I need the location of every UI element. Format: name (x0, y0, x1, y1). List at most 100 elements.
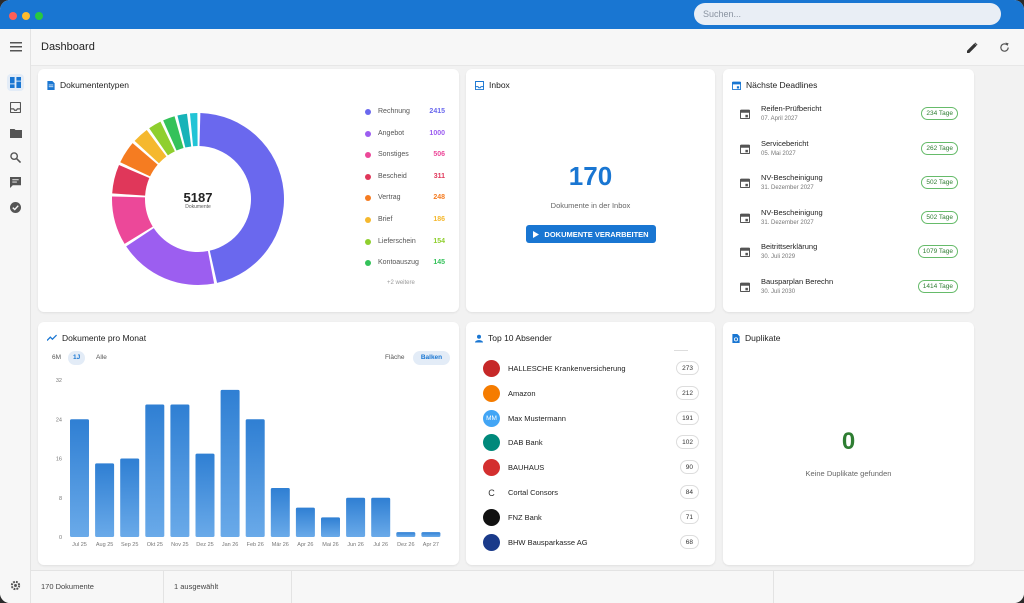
legend-item-angebot: Angebot 1000 (365, 129, 445, 141)
slice-bescheid[interactable] (112, 164, 150, 196)
refresh-icon[interactable] (997, 40, 1011, 54)
legend-value: 311 (433, 172, 445, 180)
legend-value: 506 (433, 151, 445, 159)
sender-item[interactable]: MM Max Mustermann 191 (483, 408, 699, 430)
doctypes-title-text: Dokumententypen (60, 80, 129, 90)
slice-lieferschein[interactable] (149, 121, 175, 156)
legend-dot (365, 260, 371, 267)
sender-item[interactable]: BAUHAUS 90 (483, 457, 699, 479)
check-circle-icon[interactable] (7, 199, 24, 216)
monthly-title: Dokumente pro Monat (47, 333, 146, 343)
x-tick-label: Okt 25 (147, 542, 163, 548)
bar-jul-26[interactable] (371, 497, 391, 537)
sender-item[interactable]: HALLESCHE Krankenversicherung 273 (483, 358, 699, 380)
deadline-item[interactable]: Bausparplan Berechn 30. Juli 2030 1414 Tag… (733, 275, 958, 301)
donut-center-label: Dokumente (185, 204, 211, 210)
bar-dez-26[interactable] (396, 532, 416, 537)
x-tick-label: Jan 26 (222, 542, 239, 548)
deadlines-title-text: Nächste Deadlines (746, 80, 818, 90)
process-documents-button[interactable]: DOKUMENTE VERARBEITEN (526, 225, 656, 243)
slice-more-1[interactable] (177, 113, 192, 148)
bar-aug-25[interactable] (95, 463, 115, 537)
bar-jul-25[interactable] (70, 419, 89, 537)
menu-icon[interactable] (7, 38, 24, 55)
folder-icon[interactable] (7, 124, 24, 141)
sender-count-badge: 68 (679, 534, 699, 549)
bar-sep-25[interactable] (120, 458, 140, 538)
bar-jun-26[interactable] (346, 497, 366, 537)
bar-nov-25[interactable] (170, 404, 190, 537)
slice-brief[interactable] (134, 129, 167, 164)
sender-item[interactable]: FNZ Bank 71 (483, 507, 699, 529)
more-types-link[interactable]: +2 weitere (387, 280, 415, 286)
legend-dot (365, 130, 371, 137)
deadline-item[interactable]: Reifen-Prüfbericht 07. April 2027 234 Tage (733, 102, 958, 128)
sender-item[interactable]: Amazon 212 (483, 383, 699, 405)
fnz-logo (483, 508, 500, 526)
slice-sonstiges[interactable] (112, 196, 153, 244)
bar-apr-26[interactable] (295, 507, 315, 537)
inbox-icon[interactable] (7, 99, 24, 116)
mode-tab-flaeche[interactable]: Fläche (385, 354, 405, 361)
slice-kontoauszug[interactable] (163, 116, 184, 151)
slice-vertrag[interactable] (120, 143, 158, 177)
deadline-name: NV-Bescheinigung (761, 173, 823, 182)
sender-item[interactable]: BHW Bausparkasse AG 68 (483, 532, 699, 554)
x-tick-label: Jun 26 (347, 542, 364, 548)
range-tab-6m[interactable]: 6M (52, 354, 62, 361)
range-tab-1j[interactable]: 1J (68, 351, 86, 365)
deadline-days-chip: 1414 Tage (917, 279, 958, 293)
edit-icon[interactable] (965, 40, 979, 54)
calendar-icon (732, 81, 741, 90)
maximize-window-button[interactable] (35, 12, 43, 20)
trend-icon (47, 334, 57, 341)
deadline-name: Reifen-Prüfbericht (761, 104, 822, 113)
deadline-item[interactable]: Beitrittserklärung 30. Juli 2029 1079 Tage (733, 240, 958, 266)
bar-dez-25[interactable] (195, 453, 215, 537)
chat-icon[interactable] (7, 174, 24, 191)
minimize-window-button[interactable] (22, 12, 30, 20)
sender-item[interactable]: C Cortal Consors 84 (483, 482, 699, 504)
x-tick-label: Jul 25 (72, 542, 87, 548)
deadline-item[interactable]: Servicebericht 05. Mai 2027 262 Tage (733, 137, 958, 163)
page-title: Dashboard (41, 41, 95, 53)
sender-name: FNZ Bank (508, 512, 542, 522)
search-input[interactable]: Suchen... (694, 3, 1001, 25)
legend-item-vertrag: Vertrag 248 (365, 193, 445, 205)
sender-name: Max Mustermann (508, 413, 566, 423)
y-tick-label: 24 (56, 417, 62, 423)
bar-mär-26[interactable] (270, 487, 290, 537)
close-window-button[interactable] (9, 12, 17, 20)
duplicates-title: Duplikate (732, 333, 780, 343)
bar-mai-26[interactable] (321, 517, 340, 537)
deadline-name: NV-Bescheinigung (761, 207, 823, 217)
sender-item[interactable]: DAB Bank 102 (483, 432, 699, 454)
deadline-name: Servicebericht (761, 138, 809, 148)
inbox-icon (475, 80, 484, 90)
bar-okt-25[interactable] (145, 404, 165, 537)
amazon-logo (483, 384, 500, 402)
bar-jan-26[interactable] (220, 389, 240, 537)
slice-angebot[interactable] (126, 228, 215, 285)
search-icon[interactable] (7, 149, 24, 166)
legend-dot (365, 173, 371, 180)
deadline-date: 05. Mai 2027 (761, 150, 796, 157)
legend-item-kontoauszug: Kontoauszug 145 (365, 258, 445, 270)
bar-apr-27[interactable] (421, 532, 441, 537)
bar-feb-26[interactable] (245, 419, 265, 537)
sender-count-badge: 90 (679, 460, 699, 475)
dashboard-icon[interactable] (7, 74, 24, 91)
deadline-days-chip: 502 Tage (921, 210, 958, 224)
duplicates-card: Duplikate 0 Keine Duplikate gefunden (723, 322, 974, 565)
side-navigation (0, 29, 31, 603)
mode-tab-balken[interactable]: Balken (413, 351, 450, 365)
settings-icon[interactable] (7, 577, 24, 594)
deadline-item[interactable]: NV-Bescheinigung 31. Dezember 2027 502 Tag… (733, 171, 958, 197)
y-tick-label: 32 (56, 378, 62, 384)
slice-more-2[interactable] (189, 113, 198, 147)
duplicates-count: 0 (841, 428, 856, 455)
slice-rechnung[interactable] (199, 113, 284, 283)
deadline-item[interactable]: NV-Bescheinigung 31. Dezember 2027 502 Tag… (733, 206, 958, 232)
range-tab-alle[interactable]: Alle (96, 354, 107, 361)
